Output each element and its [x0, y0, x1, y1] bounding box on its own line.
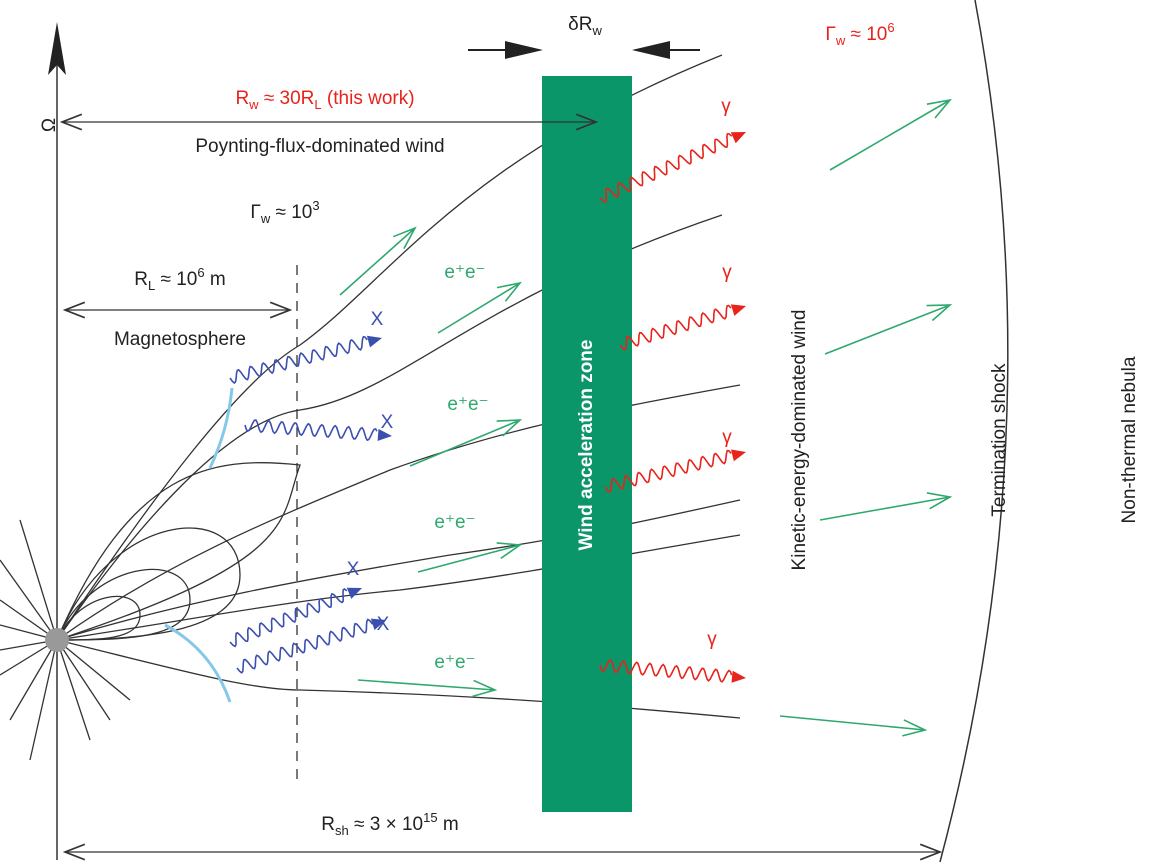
- rw-label: Rw ≈ 30RL (this work): [235, 88, 414, 112]
- x-ray-label: X: [381, 412, 394, 433]
- flow-arrow: [829, 99, 951, 171]
- dr-arrow-head: [632, 41, 670, 59]
- label-script: w: [591, 23, 602, 38]
- photon-wave: [599, 133, 733, 204]
- rsh-label: Rsh ≈ 3 × 1015 m: [321, 810, 458, 838]
- field-lines: [0, 54, 741, 761]
- poynting-label: Poynting-flux-dominated wind: [195, 136, 444, 157]
- flow-arrow: [357, 679, 496, 691]
- omega-label: Ω: [39, 118, 60, 132]
- photon-arrow: [370, 618, 386, 631]
- gamma-inner-label: Γw ≈ 103: [250, 198, 319, 226]
- polar-cap: [208, 387, 234, 469]
- pair-label: e⁺e⁻: [434, 652, 475, 673]
- pulsar: [45, 628, 69, 652]
- gamma-ray-label: γ: [707, 629, 717, 650]
- flow-arrow-head: [926, 98, 953, 119]
- photon-arrow: [377, 428, 392, 441]
- label-script: w: [835, 33, 846, 48]
- label-script: L: [148, 278, 155, 293]
- label-script: 6: [887, 20, 894, 35]
- label-text: ≈ 10: [155, 269, 197, 290]
- photon-wave: [236, 618, 374, 674]
- flow-arrow: [779, 715, 926, 731]
- gamma-ray-label: γ: [722, 427, 732, 448]
- flow-arrow-head: [926, 304, 953, 322]
- label-text: Γ: [825, 24, 835, 45]
- label-script: 15: [423, 810, 437, 825]
- delta-rw-label: δRw: [568, 14, 602, 38]
- flow-arrow: [409, 419, 521, 467]
- flow-arrow: [819, 496, 951, 521]
- label-text: δR: [568, 14, 592, 35]
- label-text: ≈ 10: [270, 202, 312, 223]
- rl-label: RL ≈ 106 m: [134, 265, 225, 293]
- flow-arrow-head: [902, 719, 928, 737]
- shock-label: Termination shock: [989, 363, 1010, 517]
- dr-arrow-head: [505, 41, 543, 59]
- flow-arrow-head: [496, 281, 522, 302]
- flow-arrow: [824, 304, 951, 355]
- gamma-ray-label: γ: [722, 262, 732, 283]
- label-text: ≈ 10: [845, 24, 887, 45]
- flow-arrow: [437, 282, 521, 334]
- photon-arrow: [346, 587, 362, 599]
- photon-wave: [229, 335, 368, 385]
- label-script: L: [314, 97, 321, 112]
- nebula-label: Non-thermal nebula: [1119, 356, 1140, 523]
- label-script: 6: [197, 265, 204, 280]
- photon-wave: [244, 419, 378, 442]
- gamma-ray-label: γ: [721, 96, 731, 117]
- photon-wave: [604, 449, 732, 494]
- acceleration-zone: [542, 76, 632, 812]
- label-script: 3: [312, 198, 319, 213]
- label-text: R: [321, 814, 335, 835]
- emission: [229, 98, 953, 737]
- photon-arrow: [731, 670, 746, 683]
- x-ray-label: X: [377, 614, 390, 635]
- photon-arrow: [730, 449, 746, 462]
- gamma-outer-label: Γw ≈ 106: [825, 20, 894, 48]
- zone-label: Wind acceleration zone: [576, 340, 597, 551]
- photon-arrow: [730, 132, 746, 144]
- label-text: R: [235, 88, 249, 109]
- flow-arrow-head: [392, 226, 417, 250]
- label-text: ≈ 30R: [259, 88, 315, 109]
- flow-arrow-head: [472, 679, 498, 698]
- flow-arrow-head: [496, 542, 523, 560]
- photon-wave: [599, 659, 733, 683]
- photon-wave: [619, 304, 732, 351]
- flow-arrow-head: [926, 492, 953, 510]
- x-ray-label: X: [371, 309, 384, 330]
- pair-label: e⁺e⁻: [444, 262, 485, 283]
- label-script: w: [260, 211, 271, 226]
- x-ray-label: X: [347, 559, 360, 580]
- flow-arrow-head: [496, 419, 523, 437]
- polar-cap: [164, 623, 232, 703]
- label-script: w: [248, 97, 259, 112]
- label-text: R: [134, 269, 148, 290]
- flow-arrow: [417, 544, 521, 573]
- magnetosphere-label: Magnetosphere: [114, 329, 246, 350]
- label-text: (this work): [322, 88, 415, 109]
- pair-label: e⁺e⁻: [447, 394, 488, 415]
- label-script: sh: [335, 823, 349, 838]
- label-text: m: [438, 814, 459, 835]
- termination-shock: [939, 0, 1009, 863]
- flow-arrow: [339, 227, 416, 296]
- label-text: Γ: [250, 202, 260, 223]
- photon-arrow: [366, 335, 382, 348]
- photon-wave: [229, 588, 348, 648]
- pair-label: e⁺e⁻: [434, 512, 475, 533]
- kinetic-label: Kinetic-energy-dominated wind: [789, 310, 810, 571]
- photon-arrow: [730, 304, 746, 316]
- label-text: ≈ 3 × 10: [349, 814, 423, 835]
- axis-arrow: [48, 22, 66, 75]
- label-text: m: [205, 269, 226, 290]
